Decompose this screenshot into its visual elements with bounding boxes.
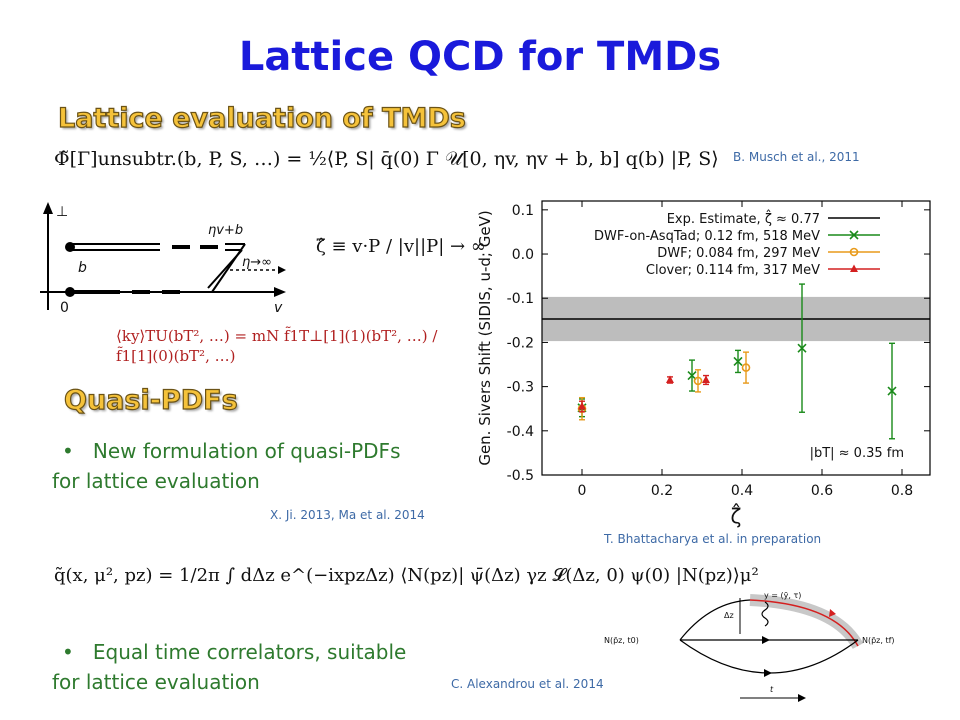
x-tick-label: 0.8 [891, 483, 913, 499]
quark-line-top [679, 599, 751, 641]
label-t: t [770, 685, 774, 694]
quark-arrow-middle [762, 636, 770, 644]
data-point-cross [733, 356, 743, 366]
y-axis-label: Gen. Sivers Shift (SIDIS, u-d; GeV) [476, 210, 494, 465]
bullet-1-line-2: for lattice evaluation [52, 469, 260, 493]
section-heading-lattice-tmds: Lattice evaluation of TMDs [57, 102, 466, 134]
bullet-quasi-pdf-formulation: • New formulation of quasi-PDFs for latt… [52, 436, 452, 496]
slide-title: Lattice QCD for TMDs [238, 34, 722, 80]
bullet-2-line-1: Equal time correlators, suitable [92, 640, 407, 664]
y-tick-label: 0.1 [512, 203, 534, 219]
sivers-shift-chart: 0 0.2 0.4 0.6 0.80.10.0-0.1-0.2-0.3-0.4-0.5 … [476, 200, 931, 528]
bullet-2-line-2: for lattice evaluation [52, 670, 260, 694]
legend-label: DWF-on-AsqTad; 0.12 fm, 518 MeV [594, 229, 820, 244]
staple-link-diagram: ⊥ ηv+b η→∞ b 0 v [40, 202, 286, 316]
data-point-cross [887, 386, 897, 396]
staple-link [70, 243, 246, 294]
data-point-triangle [702, 375, 710, 383]
x-tick-label: 0.4 [731, 483, 753, 499]
formula-quasi-pdf: q̃(x, μ², pz) = 1/2π ∫ dΔz e^(−ixpzΔz) ⟨… [54, 565, 759, 586]
formula-zeta-definition: ζ̂ ≡ v·P / |v||P| → ∞ [316, 236, 486, 257]
legend-label: Clover; 0.114 fm, 317 MeV [646, 263, 820, 278]
section-heading-quasi-pdfs: Quasi-PDFs [63, 384, 238, 416]
wilson-line-arrow [829, 609, 836, 617]
y-tick-label: -0.3 [507, 380, 534, 396]
legend-label: DWF; 0.084 fm, 297 MeV [657, 246, 820, 261]
data-point-circle [693, 376, 703, 386]
data-point-cross [849, 230, 859, 240]
y-tick-label: -0.5 [507, 468, 534, 484]
correlator-diagram: y = (ȳ, τ) Δz N(p̄z, t0) N(p̄z, tf) t [604, 591, 895, 702]
label-sink: N(p̄z, tf) [862, 636, 895, 645]
point-zero [65, 287, 75, 297]
citation-alexandrou: C. Alexandrou et al. 2014 [451, 677, 604, 691]
citation-musch: B. Musch et al., 2011 [733, 150, 860, 164]
formula-ky-ratio: ⟨ky⟩TU(bT², …) = mN f̃1T⊥[1](1)(bT², …) … [116, 327, 438, 365]
label-zero: 0 [60, 300, 69, 316]
label-eta-infinity: η→∞ [242, 255, 272, 270]
bullet-equal-time-correlators: • Equal time correlators, suitable for l… [52, 637, 472, 697]
label-y: y = (ȳ, τ) [764, 591, 801, 600]
y-tick-label: 0.0 [512, 247, 534, 263]
data-point-circle [849, 247, 859, 257]
x-tick-label: 0.6 [811, 483, 833, 499]
wilson-line [749, 599, 859, 647]
x-axis-label: ζ̂ [731, 503, 742, 528]
series-o [577, 351, 751, 421]
plot-frame [541, 200, 931, 476]
y-tick-label: -0.2 [507, 335, 534, 351]
point-b [65, 242, 75, 252]
bullet-marker: • [62, 640, 74, 664]
legend-label-exp: Exp. Estimate, ζ̂ ≈ 0.77 [667, 210, 820, 227]
x-tick-label: 0.2 [651, 483, 673, 499]
bullet-1-line-1: New formulation of quasi-PDFs [92, 439, 401, 463]
data-point-triangle [578, 402, 586, 410]
label-eta-v-b: ηv+b [208, 223, 243, 238]
data-point-cross [797, 343, 807, 353]
bt-annotation: |bT| ≈ 0.35 fm [810, 446, 904, 461]
formula-phi-unsubtracted: Φ̃[Γ]unsubtr.(b, P, S, …) = ½⟨P, S| q̄(0… [54, 148, 719, 170]
label-source: N(p̄z, t0) [604, 636, 639, 645]
quark-arrow-bottom [764, 669, 772, 677]
citation-bhattacharya: T. Bhattacharya et al. in preparation [604, 532, 822, 546]
data-point-triangle [666, 375, 674, 383]
label-b: b [78, 260, 87, 276]
gluon-spring [761, 601, 769, 627]
series-triangle [578, 374, 710, 413]
x-tick-label: 0 [578, 483, 587, 499]
time-arrowhead [798, 694, 806, 702]
perp-axis-arrowhead [43, 202, 53, 214]
quark-line-bottom [679, 639, 859, 674]
y-tick-label: -0.1 [507, 291, 534, 307]
data-point-triangle [850, 264, 858, 272]
y-tick-label: -0.4 [507, 424, 534, 440]
eta-limit-arrowhead [278, 266, 286, 274]
data-point-circle [741, 363, 751, 372]
label-v: v [274, 300, 283, 316]
citation-ji-ma: X. Ji. 2013, Ma et al. 2014 [270, 508, 425, 522]
label-perp: ⊥ [56, 204, 68, 220]
v-axis-arrowhead [274, 287, 286, 297]
label-dz: Δz [724, 611, 734, 620]
bullet-marker: • [62, 439, 74, 463]
